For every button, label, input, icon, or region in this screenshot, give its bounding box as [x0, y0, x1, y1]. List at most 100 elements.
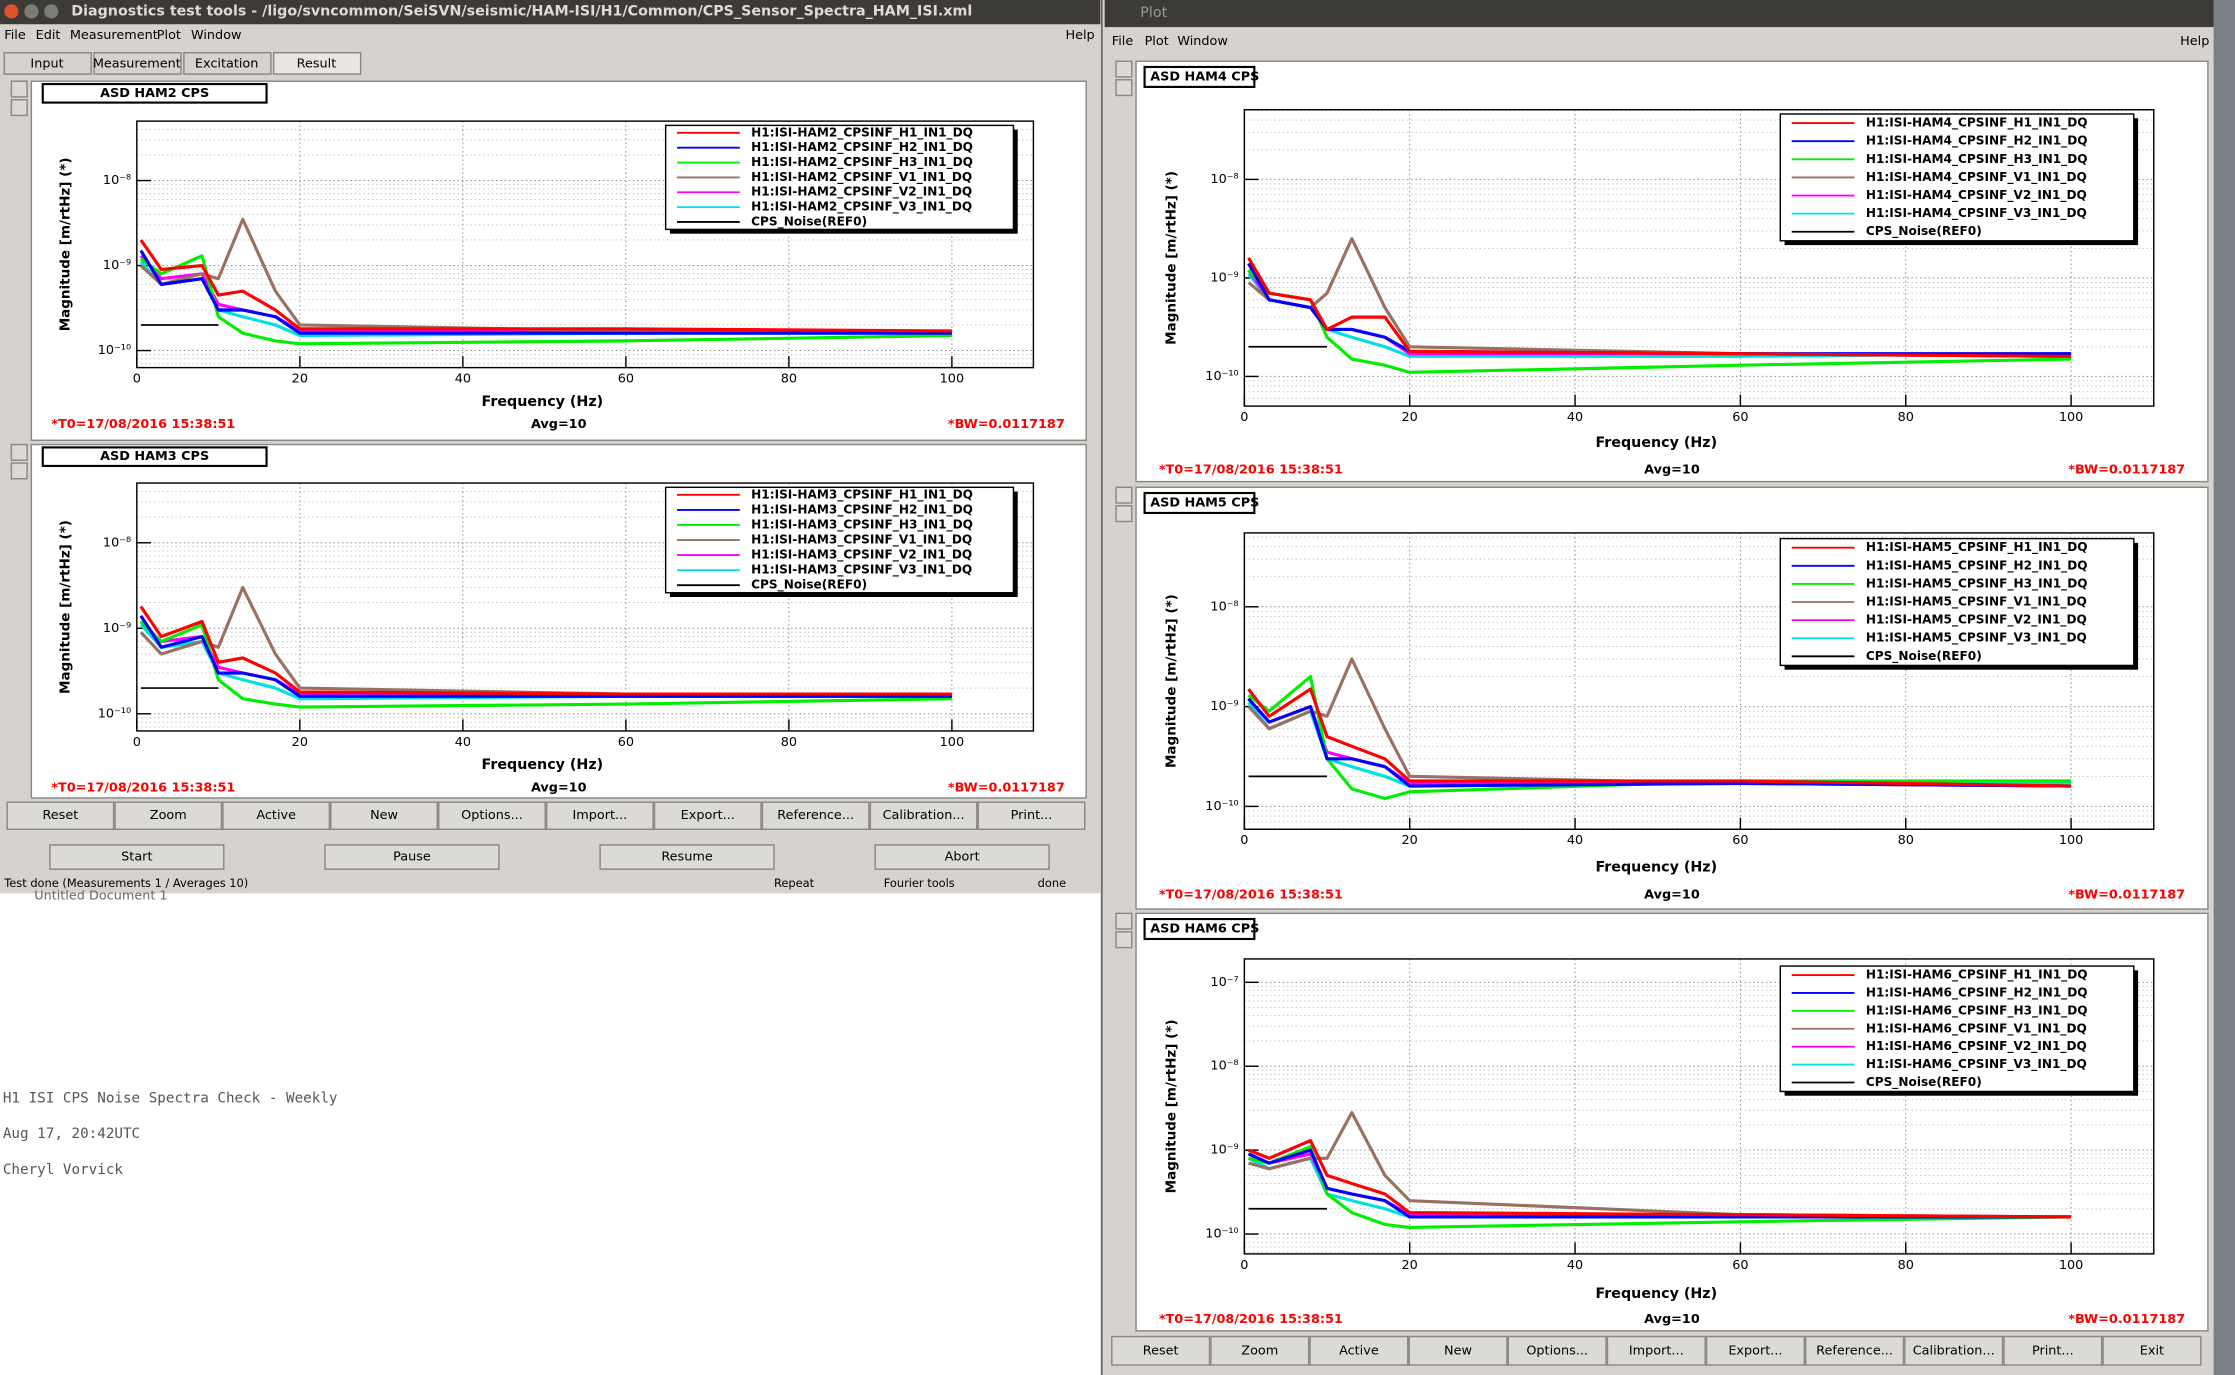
- tab[interactable]: [3, 52, 92, 75]
- x-tick-label: 100: [2059, 833, 2083, 848]
- toolbar-button-label: Export...: [1728, 1343, 1782, 1358]
- x-tick-label: 80: [781, 735, 797, 750]
- legend-label: H1:ISI-HAM2_CPSINF_V2_IN1_DQ: [751, 185, 972, 200]
- toolbar-button[interactable]: [222, 801, 331, 830]
- menu-item[interactable]: Edit: [36, 28, 61, 43]
- title-bar: [1104, 0, 2214, 28]
- status-text: done: [1038, 876, 1066, 890]
- toolbar-button[interactable]: [1904, 1335, 2004, 1366]
- toolbar-button[interactable]: [653, 801, 762, 830]
- legend-label: H1:ISI-HAM3_CPSINF_H3_IN1_DQ: [751, 517, 973, 532]
- toolbar-button[interactable]: [977, 801, 1086, 830]
- menu-item[interactable]: Window: [1177, 34, 1228, 49]
- x-tick-label: 100: [2059, 1258, 2083, 1273]
- toolbar-button[interactable]: [869, 801, 978, 830]
- toolbar-button-label: Import...: [572, 808, 627, 823]
- trace: [1248, 1111, 2072, 1219]
- panel-arrow[interactable]: [1115, 60, 1133, 78]
- x-tick-label: 0: [133, 735, 141, 750]
- toolbar-button-label: Print...: [1011, 808, 1053, 823]
- menu-item[interactable]: Measurement: [70, 28, 158, 43]
- x-tick-label: 0: [1240, 1258, 1248, 1273]
- plot-frame: [136, 482, 1035, 732]
- tab[interactable]: [272, 52, 362, 75]
- x-tick-label: 20: [1402, 1258, 1418, 1273]
- panel-arrow[interactable]: [10, 80, 28, 98]
- plot-title-box: [1143, 491, 1256, 515]
- tab[interactable]: [93, 52, 182, 75]
- close-button[interactable]: [4, 4, 19, 19]
- plot-area: 10⁻¹⁰ 10⁻⁹ 10⁻⁸ 0 20 40 60 80 100: [98, 482, 1035, 750]
- menu-item[interactable]: File: [4, 28, 26, 43]
- panel-arrow[interactable]: [1115, 486, 1133, 504]
- y-tick-label: 10⁻⁹: [103, 621, 131, 636]
- footer-bw: *BW=0.0117187: [2068, 463, 2185, 478]
- footer-t0: *T0=17/08/2016 15:38:51: [51, 417, 235, 432]
- control-button[interactable]: [49, 844, 225, 870]
- toolbar-button[interactable]: [1705, 1335, 1805, 1366]
- toolbar-button-label: Zoom: [150, 808, 187, 823]
- legend-label: H1:ISI-HAM6_CPSINF_H2_IN1_DQ: [1866, 985, 2088, 1000]
- toolbar-button-label: Reference...: [1816, 1343, 1893, 1358]
- plot-frame: [1243, 532, 2155, 830]
- toolbar-button-label: Active: [256, 808, 296, 823]
- document-line: Cheryl Vorvick: [3, 1162, 124, 1178]
- menu-item[interactable]: Plot: [157, 28, 181, 43]
- toolbar-button[interactable]: [1309, 1335, 1409, 1366]
- panel-arrow[interactable]: [1115, 912, 1133, 930]
- panel-arrow[interactable]: [1115, 931, 1133, 949]
- maximize-button[interactable]: [44, 4, 59, 19]
- legend-label: H1:ISI-HAM3_CPSINF_H2_IN1_DQ: [751, 502, 973, 517]
- toolbar-button[interactable]: [330, 801, 439, 830]
- trace: [1247, 687, 2072, 788]
- x-tick-label: 40: [455, 372, 471, 387]
- toolbar-button[interactable]: [1111, 1335, 1211, 1366]
- tab[interactable]: [183, 52, 272, 75]
- legend-label: CPS_Noise(REF0): [1866, 1075, 1982, 1090]
- menu-item[interactable]: File: [1112, 34, 1134, 49]
- toolbar-button[interactable]: [545, 801, 654, 830]
- trace: [1247, 1139, 2072, 1219]
- control-button-label: Abort: [945, 850, 980, 865]
- panel-arrow[interactable]: [10, 462, 28, 480]
- menu-item[interactable]: Help: [1065, 28, 1094, 43]
- y-tick-label: 10⁻⁸: [1210, 1059, 1238, 1074]
- toolbar-button-label: Reference...: [777, 808, 854, 823]
- panel-arrow[interactable]: [10, 443, 28, 461]
- toolbar-button[interactable]: [1606, 1335, 1706, 1366]
- toolbar-button[interactable]: [2102, 1335, 2202, 1366]
- toolbar-button[interactable]: [761, 801, 870, 830]
- control-button[interactable]: [599, 844, 775, 870]
- panel-arrow[interactable]: [1115, 79, 1133, 97]
- minimize-button[interactable]: [24, 4, 39, 19]
- panel-arrow[interactable]: [1115, 505, 1133, 523]
- toolbar-button[interactable]: [6, 801, 115, 830]
- control-button[interactable]: [874, 844, 1050, 870]
- toolbar-button[interactable]: [1210, 1335, 1310, 1366]
- toolbar-button[interactable]: [114, 801, 223, 830]
- control-button[interactable]: [324, 844, 500, 870]
- legend-label: H1:ISI-HAM2_CPSINF_H2_IN1_DQ: [751, 140, 973, 155]
- y-tick-label: 10⁻¹⁰: [1205, 799, 1238, 814]
- plot-title-box: [41, 82, 268, 104]
- window-title: Diagnostics test tools - /ligo/svncommon…: [71, 3, 972, 19]
- footer-bw: *BW=0.0117187: [2068, 887, 2185, 902]
- toolbar-button[interactable]: [438, 801, 546, 830]
- toolbar-button-label: Reset: [1143, 1343, 1179, 1358]
- footer-bw: *BW=0.0117187: [948, 780, 1065, 795]
- status-bar: [0, 874, 1101, 894]
- menu-item[interactable]: Window: [191, 28, 242, 43]
- legend-label: H1:ISI-HAM5_CPSINF_H2_IN1_DQ: [1866, 558, 2088, 573]
- plot-title-box: [1143, 65, 1256, 88]
- toolbar-button[interactable]: [1408, 1335, 1508, 1366]
- y-axis-label: Magnitude [m/rtHz] (*): [58, 157, 74, 331]
- menu-item[interactable]: Plot: [1145, 34, 1169, 49]
- menu-item[interactable]: Help: [2180, 34, 2209, 49]
- toolbar-button[interactable]: [1804, 1335, 1905, 1366]
- x-tick-label: 80: [781, 372, 797, 387]
- toolbar-button[interactable]: [2003, 1335, 2103, 1366]
- panel-arrow[interactable]: [10, 99, 28, 117]
- plot-title: ASD HAM2 CPS: [100, 86, 209, 101]
- toolbar-button[interactable]: [1507, 1335, 1607, 1366]
- plot-frame: [1243, 109, 2155, 407]
